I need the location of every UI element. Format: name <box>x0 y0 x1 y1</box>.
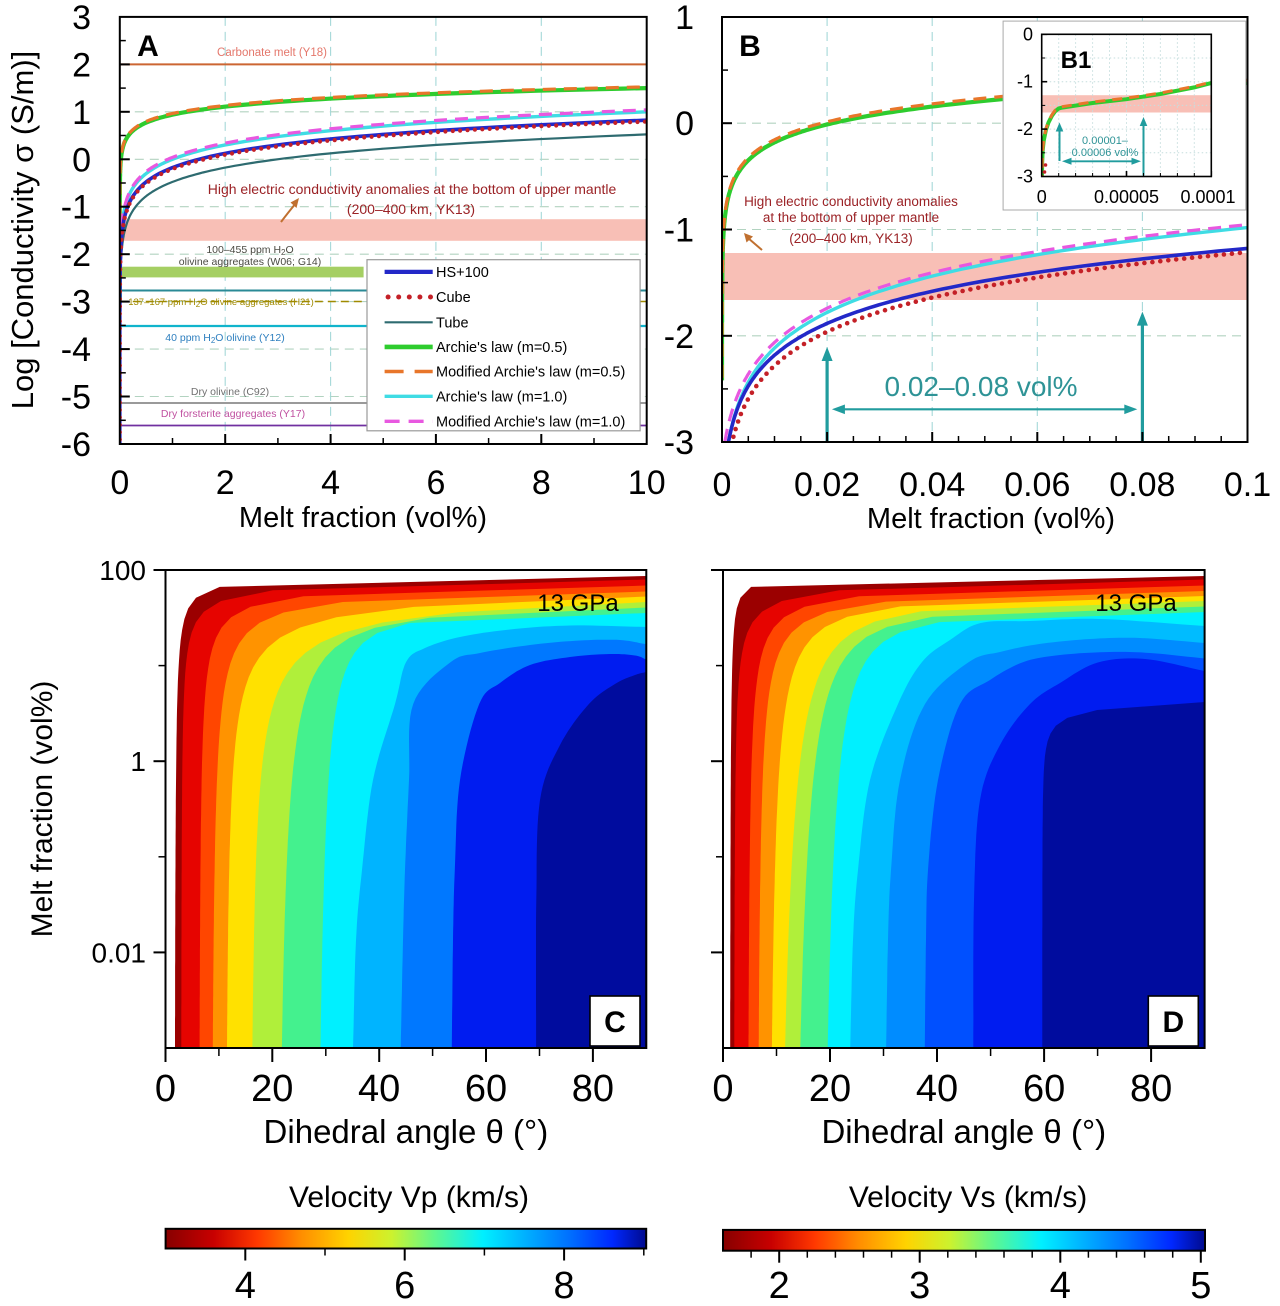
svg-text:Modified Archie's law (m=1.0): Modified Archie's law (m=1.0) <box>436 414 625 430</box>
svg-text:3: 3 <box>72 0 91 37</box>
svg-text:Velocity Vp (km/s): Velocity Vp (km/s) <box>289 1181 529 1214</box>
svg-text:-3: -3 <box>664 424 694 462</box>
svg-text:Tube: Tube <box>436 315 469 331</box>
svg-text:-4: -4 <box>61 331 91 369</box>
svg-text:0.04: 0.04 <box>899 466 965 504</box>
svg-text:Cube: Cube <box>436 290 471 306</box>
svg-text:0: 0 <box>155 1068 176 1110</box>
svg-text:olivine aggregates (W06; G14): olivine aggregates (W06; G14) <box>179 256 321 268</box>
svg-text:High electric conductivity ano: High electric conductivity anomalies at … <box>208 181 617 197</box>
svg-text:40: 40 <box>358 1068 400 1110</box>
svg-text:40: 40 <box>916 1068 958 1110</box>
svg-text:20: 20 <box>251 1068 293 1110</box>
svg-text:40 ppm H2O olivine (Y12): 40 ppm H2O olivine (Y12) <box>165 332 284 345</box>
svg-text:D: D <box>1162 1006 1184 1039</box>
svg-text:13 GPa: 13 GPa <box>537 590 619 617</box>
svg-text:5: 5 <box>1190 1265 1211 1301</box>
svg-text:Velocity Vs (km/s): Velocity Vs (km/s) <box>849 1181 1087 1214</box>
svg-text:137–167 ppm H2O olivine aggreg: 137–167 ppm H2O olivine aggregates (H21) <box>128 297 314 309</box>
svg-text:A: A <box>137 30 159 63</box>
svg-text:(200–400 km, YK13): (200–400 km, YK13) <box>789 231 913 246</box>
svg-text:0: 0 <box>1023 24 1033 44</box>
svg-text:-6: -6 <box>61 426 91 464</box>
svg-text:-3: -3 <box>61 284 91 322</box>
svg-text:Archie's law (m=0.5): Archie's law (m=0.5) <box>436 340 567 356</box>
svg-text:Dihedral angle θ (°): Dihedral angle θ (°) <box>821 1113 1106 1150</box>
svg-text:6: 6 <box>394 1265 415 1301</box>
svg-text:8: 8 <box>532 464 551 502</box>
svg-text:0.01: 0.01 <box>92 937 147 968</box>
svg-text:10: 10 <box>628 464 666 502</box>
svg-text:-5: -5 <box>61 379 91 417</box>
svg-text:0: 0 <box>72 141 91 179</box>
svg-text:8: 8 <box>554 1265 575 1301</box>
svg-text:2: 2 <box>72 46 91 84</box>
svg-text:0.00006 vol%: 0.00006 vol% <box>1072 147 1139 159</box>
svg-text:1: 1 <box>675 0 694 37</box>
svg-text:0.00005: 0.00005 <box>1094 187 1159 207</box>
svg-text:0: 0 <box>1037 187 1047 207</box>
svg-text:20: 20 <box>809 1068 851 1110</box>
svg-text:-1: -1 <box>1017 72 1033 92</box>
svg-text:0.0001: 0.0001 <box>1180 187 1235 207</box>
svg-text:-2: -2 <box>1017 119 1033 139</box>
svg-text:-3: -3 <box>1017 167 1033 187</box>
svg-text:2: 2 <box>769 1265 790 1301</box>
svg-text:Melt fraction (vol%): Melt fraction (vol%) <box>26 681 59 938</box>
svg-text:-1: -1 <box>664 212 694 250</box>
svg-text:0: 0 <box>110 464 129 502</box>
svg-text:High electric conductivity ano: High electric conductivity anomalies <box>744 194 958 209</box>
svg-text:-2: -2 <box>664 318 694 356</box>
svg-text:0.02–0.08 vol%: 0.02–0.08 vol% <box>884 371 1077 402</box>
svg-text:0: 0 <box>675 105 694 143</box>
svg-text:100: 100 <box>99 555 146 586</box>
svg-text:HS+100: HS+100 <box>436 265 489 281</box>
svg-text:-2: -2 <box>61 236 91 274</box>
svg-text:2: 2 <box>216 464 235 502</box>
svg-text:0.06: 0.06 <box>1004 466 1070 504</box>
svg-text:4: 4 <box>235 1265 256 1301</box>
svg-text:0: 0 <box>712 1068 733 1110</box>
svg-text:Melt fraction (vol%): Melt fraction (vol%) <box>867 503 1115 535</box>
svg-text:3: 3 <box>909 1265 930 1301</box>
svg-text:1: 1 <box>72 94 91 132</box>
svg-text:0.1: 0.1 <box>1224 466 1271 504</box>
svg-text:60: 60 <box>465 1068 507 1110</box>
svg-text:6: 6 <box>426 464 445 502</box>
svg-text:1: 1 <box>130 746 146 777</box>
svg-text:Dry forsterite aggregates (Y17: Dry forsterite aggregates (Y17) <box>161 408 305 420</box>
svg-text:100–455 ppm H2O: 100–455 ppm H2O <box>206 244 293 257</box>
svg-text:(200–400 km, YK13): (200–400 km, YK13) <box>347 201 475 217</box>
svg-text:4: 4 <box>321 464 340 502</box>
svg-text:Dry olivine (C92): Dry olivine (C92) <box>191 386 269 398</box>
svg-text:80: 80 <box>1130 1068 1172 1110</box>
svg-text:60: 60 <box>1023 1068 1065 1110</box>
svg-text:Dihedral angle θ (°): Dihedral angle θ (°) <box>264 1113 549 1150</box>
svg-text:-1: -1 <box>61 189 91 227</box>
svg-text:0: 0 <box>713 466 732 504</box>
svg-text:Melt fraction (vol%): Melt fraction (vol%) <box>239 502 487 534</box>
svg-text:C: C <box>604 1006 626 1039</box>
svg-text:Archie's law (m=1.0): Archie's law (m=1.0) <box>436 389 567 405</box>
svg-text:4: 4 <box>1050 1265 1071 1301</box>
svg-text:Carbonate melt (Y18): Carbonate melt (Y18) <box>217 47 327 59</box>
svg-text:Modified Archie's law (m=0.5): Modified Archie's law (m=0.5) <box>436 365 625 381</box>
svg-text:13 GPa: 13 GPa <box>1095 590 1177 617</box>
svg-text:Log [Conductivity σ (S/m)]: Log [Conductivity σ (S/m)] <box>5 51 40 410</box>
svg-text:80: 80 <box>572 1068 614 1110</box>
svg-text:at the bottom of upper mantle: at the bottom of upper mantle <box>763 210 939 225</box>
svg-text:0.08: 0.08 <box>1109 466 1175 504</box>
svg-text:B: B <box>739 30 761 63</box>
svg-text:B1: B1 <box>1061 47 1092 74</box>
svg-text:0.02: 0.02 <box>794 466 860 504</box>
svg-text:0.00001–: 0.00001– <box>1082 135 1129 147</box>
